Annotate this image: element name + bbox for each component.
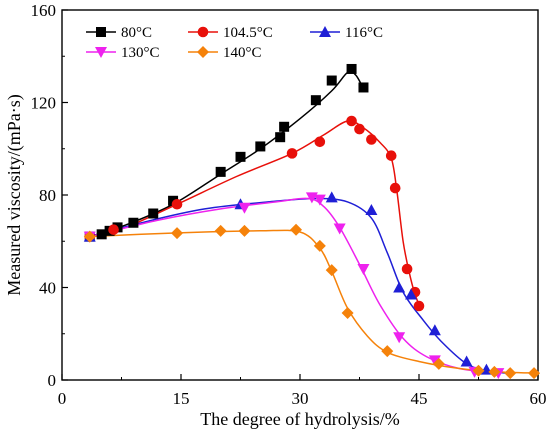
y-tick-label-3: 120 [31, 94, 57, 113]
point-series-4-3 [238, 224, 251, 237]
point-series-1-4 [314, 136, 326, 148]
curve-series-0 [89, 70, 365, 238]
y-tick-label-4: 160 [31, 1, 57, 20]
point-series-2-4 [393, 281, 406, 293]
point-series-1-1 [108, 224, 119, 235]
point-series-3-6 [393, 332, 406, 344]
point-series-0-4 [128, 217, 139, 228]
point-series-1-6 [354, 123, 365, 135]
point-series-4-2 [214, 224, 227, 237]
legend-label-0: 80°C [121, 25, 152, 41]
legend: 80°C 104.5°C 116°C 130°C 140°C [86, 25, 383, 61]
curve-series-4 [89, 229, 539, 374]
legend-marker-3 [95, 47, 107, 58]
point-series-4-6 [325, 264, 338, 277]
point-series-0-10 [275, 132, 286, 143]
y-tick-label-0: 0 [48, 371, 57, 390]
point-series-3-5 [357, 264, 370, 275]
point-series-2-2 [325, 191, 338, 203]
legend-marker-2 [319, 26, 331, 37]
point-series-4-5 [313, 239, 326, 252]
legend-marker-0 [96, 27, 106, 37]
curve-series-3 [89, 197, 499, 374]
fit-curves [89, 70, 539, 374]
point-series-1-7 [366, 134, 377, 145]
x-tick-label-1: 15 [173, 389, 190, 408]
point-series-0-15 [358, 82, 369, 93]
curve-series-2 [89, 197, 507, 374]
legend-marker-4 [197, 46, 209, 58]
point-series-0-11 [279, 121, 290, 132]
point-series-0-8 [235, 151, 246, 162]
point-series-3-7 [428, 355, 441, 367]
x-tick-label-2: 30 [292, 389, 309, 408]
point-series-3-3 [313, 194, 326, 206]
point-series-3-4 [333, 223, 346, 235]
data-markers [83, 63, 541, 380]
y-tick-label-1: 40 [39, 279, 56, 298]
legend-label-4: 140°C [223, 45, 262, 61]
legend-label-2: 116°C [345, 25, 383, 41]
point-series-0-14 [346, 63, 357, 74]
point-series-4-7 [341, 306, 354, 319]
point-series-4-8 [381, 345, 394, 358]
point-series-4-12 [504, 367, 517, 380]
point-series-2-7 [460, 355, 473, 367]
x-tick-label-4: 60 [530, 389, 547, 408]
point-series-1-9 [389, 182, 401, 194]
point-series-2-5 [405, 288, 418, 300]
point-series-4-10 [472, 364, 485, 377]
axis-ticks: 0 15 30 45 60 0 40 80 120 160 [31, 1, 547, 408]
point-series-4-4 [290, 223, 303, 236]
point-series-0-9 [255, 141, 266, 152]
point-series-4-0 [83, 230, 96, 243]
point-series-1-3 [286, 148, 298, 159]
point-series-2-6 [428, 324, 441, 336]
legend-marker-1 [197, 26, 209, 38]
point-series-0-12 [310, 95, 321, 106]
point-series-0-13 [326, 75, 337, 86]
point-series-4-13 [528, 367, 541, 380]
point-series-1-12 [413, 300, 425, 312]
point-series-1-8 [385, 150, 397, 161]
point-series-1-5 [346, 115, 357, 127]
x-tick-label-0: 0 [58, 389, 67, 408]
point-series-1-10 [401, 263, 413, 275]
point-series-4-9 [432, 357, 445, 370]
point-series-1-2 [171, 198, 183, 210]
point-series-0-1 [96, 229, 107, 240]
y-tick-label-2: 80 [39, 186, 56, 205]
point-series-4-1 [171, 227, 184, 240]
point-series-4-11 [488, 365, 501, 378]
x-tick-label-3: 45 [411, 389, 428, 408]
point-series-2-3 [365, 204, 378, 216]
legend-label-3: 130°C [121, 45, 160, 61]
legend-label-1: 104.5°C [223, 25, 273, 41]
point-series-3-1 [238, 202, 251, 214]
point-series-0-7 [215, 166, 226, 177]
y-axis-label: Measured viscosity/(mPa·s) [4, 94, 25, 295]
plot-frame [61, 9, 539, 381]
point-series-0-5 [148, 208, 159, 219]
x-axis-label: The degree of hydrolysis/% [200, 409, 399, 429]
